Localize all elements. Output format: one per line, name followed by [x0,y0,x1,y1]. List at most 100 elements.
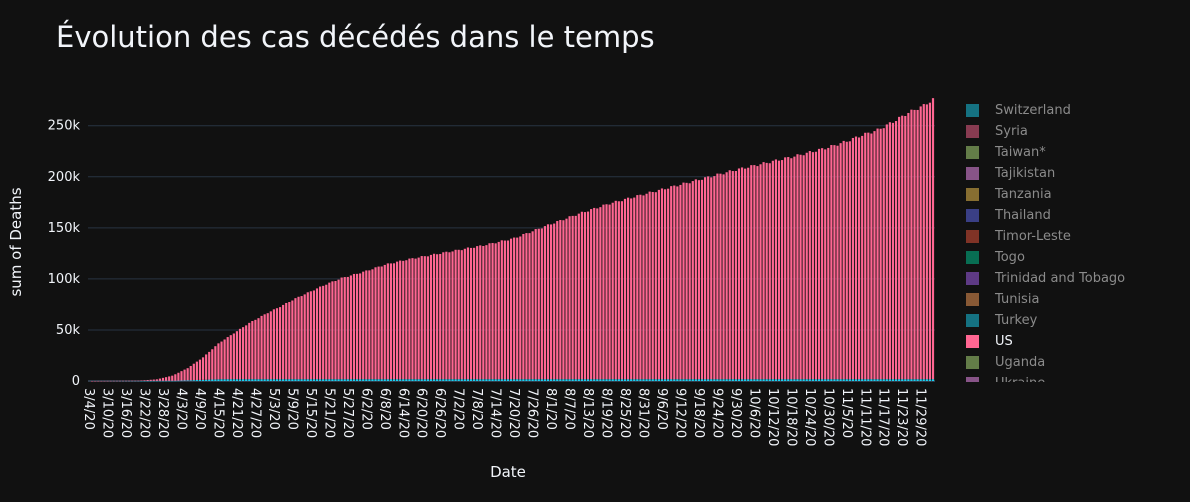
bar-us[interactable] [821,148,824,380]
bar-us[interactable] [383,264,386,380]
bar-us[interactable] [836,145,839,380]
bar-turkey[interactable] [165,380,168,382]
bar-us[interactable] [266,313,269,380]
bar-turkey[interactable] [460,379,463,381]
legend-item[interactable]: Ukraine [966,373,1166,382]
bar-turkey[interactable] [667,379,670,381]
bar-us[interactable] [386,263,389,380]
bar-turkey[interactable] [787,379,790,381]
bar-us[interactable] [596,208,599,380]
legend-item[interactable]: Uganda [966,352,1166,373]
bar-turkey[interactable] [879,379,882,381]
bar-turkey[interactable] [586,379,590,381]
bar-turkey[interactable] [294,379,297,381]
bar-turkey[interactable] [910,379,913,381]
bar-us[interactable] [583,212,587,380]
bar-turkey[interactable] [670,379,673,381]
bar-us[interactable] [722,174,725,380]
bar-turkey[interactable] [731,379,734,381]
bar-us[interactable] [389,263,393,380]
bar-us[interactable] [679,184,682,380]
bar-us[interactable] [593,207,596,380]
bar-us[interactable] [251,321,254,380]
bar-turkey[interactable] [309,379,312,381]
legend-item[interactable]: Timor-Leste [966,226,1166,247]
bar-turkey[interactable] [636,379,639,381]
bar-turkey[interactable] [482,379,485,381]
bar-turkey[interactable] [556,379,559,381]
bar-turkey[interactable] [285,379,288,381]
bar-us[interactable] [205,354,208,380]
bar-turkey[interactable] [808,379,811,381]
bar-turkey[interactable] [663,379,667,381]
bar-us[interactable] [506,240,510,380]
bar-turkey[interactable] [842,379,845,381]
bar-us[interactable] [325,284,328,380]
bar-turkey[interactable] [728,379,731,381]
bar-us[interactable] [534,229,537,380]
bar-turkey[interactable] [759,379,762,381]
bar-us[interactable] [667,188,670,380]
bar-turkey[interactable] [392,379,396,381]
bar-us[interactable] [192,363,195,381]
bar-us[interactable] [805,152,808,380]
bar-us[interactable] [352,273,356,380]
bar-turkey[interactable] [454,379,457,381]
bar-turkey[interactable] [374,379,377,381]
bar-us[interactable] [260,315,263,380]
bar-us[interactable] [238,328,242,380]
bar-turkey[interactable] [248,379,251,381]
bar-us[interactable] [636,195,639,380]
bar-turkey[interactable] [469,379,473,381]
bar-turkey[interactable] [343,379,346,381]
bar-us[interactable] [223,339,226,380]
bar-turkey[interactable] [312,379,316,381]
bar-turkey[interactable] [235,379,239,381]
bar-us[interactable] [907,112,910,380]
bar-turkey[interactable] [325,379,328,381]
bar-us[interactable] [630,198,633,380]
bar-us[interactable] [306,292,309,380]
bar-us[interactable] [195,361,198,381]
bar-us[interactable] [556,221,559,380]
bar-turkey[interactable] [365,379,368,381]
bar-turkey[interactable] [614,379,617,381]
bar-turkey[interactable] [907,379,910,381]
bar-us[interactable] [337,279,340,380]
bar-us[interactable] [651,191,654,380]
bar-us[interactable] [759,164,762,380]
bar-us[interactable] [663,189,667,380]
bar-turkey[interactable] [479,379,482,381]
bar-turkey[interactable] [858,379,861,381]
bar-us[interactable] [257,318,260,380]
bar-turkey[interactable] [408,379,411,381]
bar-us[interactable] [528,233,531,380]
bar-turkey[interactable] [411,379,414,381]
bar-us[interactable] [322,285,325,380]
bar-us[interactable] [645,193,648,380]
bar-turkey[interactable] [814,379,818,381]
bar-turkey[interactable] [873,379,876,381]
bar-us[interactable] [611,202,614,380]
bar-us[interactable] [716,173,719,380]
bar-us[interactable] [734,170,737,380]
bar-us[interactable] [503,240,506,380]
bar-us[interactable] [346,276,349,380]
bar-turkey[interactable] [740,379,744,381]
bar-us[interactable] [553,223,556,380]
bar-turkey[interactable] [174,380,177,382]
bar-us[interactable] [901,115,904,380]
bar-us[interactable] [414,258,417,380]
bar-turkey[interactable] [405,379,408,381]
bar-turkey[interactable] [851,379,855,381]
bar-us[interactable] [368,270,371,380]
bar-us[interactable] [208,351,211,380]
bar-us[interactable] [466,247,470,380]
bar-us[interactable] [814,151,818,380]
bar-us[interactable] [700,179,704,380]
bar-us[interactable] [537,228,540,380]
bar-turkey[interactable] [337,379,340,381]
bar-us[interactable] [112,380,115,382]
bar-turkey[interactable] [824,379,827,381]
bar-us[interactable] [873,131,876,380]
